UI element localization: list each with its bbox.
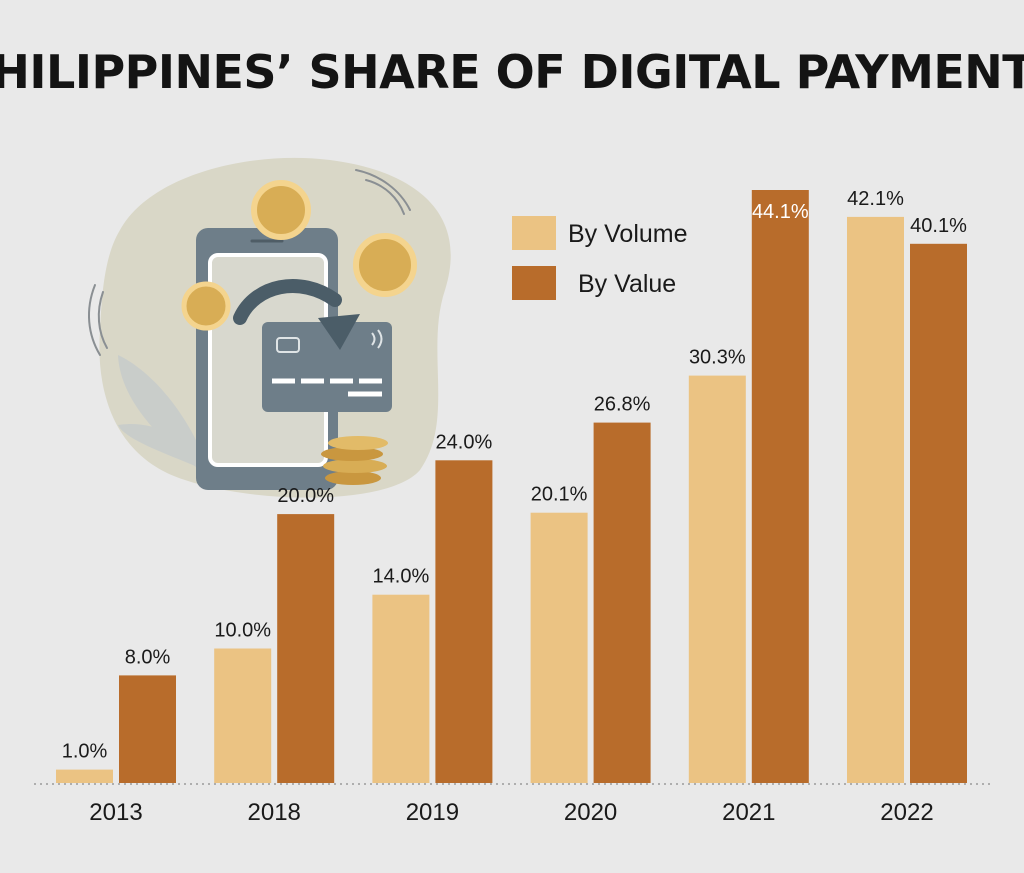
chart-title: PHILIPPINES’ SHARE OF DIGITAL PAYMENTS xyxy=(0,45,1024,99)
legend-swatch-value xyxy=(512,266,556,300)
data-label-volume-2021: 30.3% xyxy=(689,347,746,369)
bar-volume-2021 xyxy=(688,375,746,783)
data-label-value-2022: 40.1% xyxy=(910,215,967,237)
bar-volume-2018 xyxy=(214,648,272,783)
payment-illustration xyxy=(88,157,451,498)
data-label-value-2020: 26.8% xyxy=(594,394,651,416)
coin-stack-icon xyxy=(321,436,388,485)
data-label-volume-2020: 20.1% xyxy=(531,484,588,506)
data-label-value-2021: 44.1% xyxy=(752,201,809,223)
x-tick-label-2013: 2013 xyxy=(89,799,142,826)
credit-card-icon xyxy=(262,322,392,412)
legend-swatch-volume xyxy=(512,216,556,250)
legend-label-value: By Value xyxy=(578,270,676,298)
bar-volume-2020 xyxy=(530,512,588,783)
x-tick-label-2021: 2021 xyxy=(722,799,775,826)
x-tick-label-2020: 2020 xyxy=(564,799,617,826)
bar-value-2022 xyxy=(910,243,967,784)
data-label-value-2013: 8.0% xyxy=(125,646,171,668)
motion-lines xyxy=(88,169,411,356)
x-tick-label-2022: 2022 xyxy=(880,799,933,826)
bar-value-2018 xyxy=(277,514,335,783)
data-label-volume-2013: 1.0% xyxy=(62,741,108,763)
bar-value-2019 xyxy=(435,460,493,783)
data-label-volume-2018: 10.0% xyxy=(214,620,271,642)
data-label-value-2018: 20.0% xyxy=(277,485,334,507)
arrow-icon xyxy=(233,279,360,350)
legend-label-volume: By Volume xyxy=(568,220,688,248)
bar-value-2021 xyxy=(751,190,809,783)
x-tick-label-2019: 2019 xyxy=(406,799,459,826)
data-label-volume-2022: 42.1% xyxy=(847,188,904,210)
coin-icon xyxy=(181,180,417,331)
bar-volume-2019 xyxy=(372,594,430,783)
x-tick-label-2018: 2018 xyxy=(248,799,301,826)
bar-value-2013 xyxy=(119,675,176,783)
data-label-volume-2019: 14.0% xyxy=(373,566,430,588)
bar-value-2020 xyxy=(593,422,651,783)
bar-volume-2022 xyxy=(847,216,904,783)
data-label-value-2019: 24.0% xyxy=(436,431,493,453)
plot-area: 1.0% 8.0% 2013 10.0% 20.0% 2018 14.0% 24.0% 2019… xyxy=(34,188,990,826)
chart-legend: By Volume By Value xyxy=(512,216,688,300)
bar-volume-2013 xyxy=(56,769,113,783)
